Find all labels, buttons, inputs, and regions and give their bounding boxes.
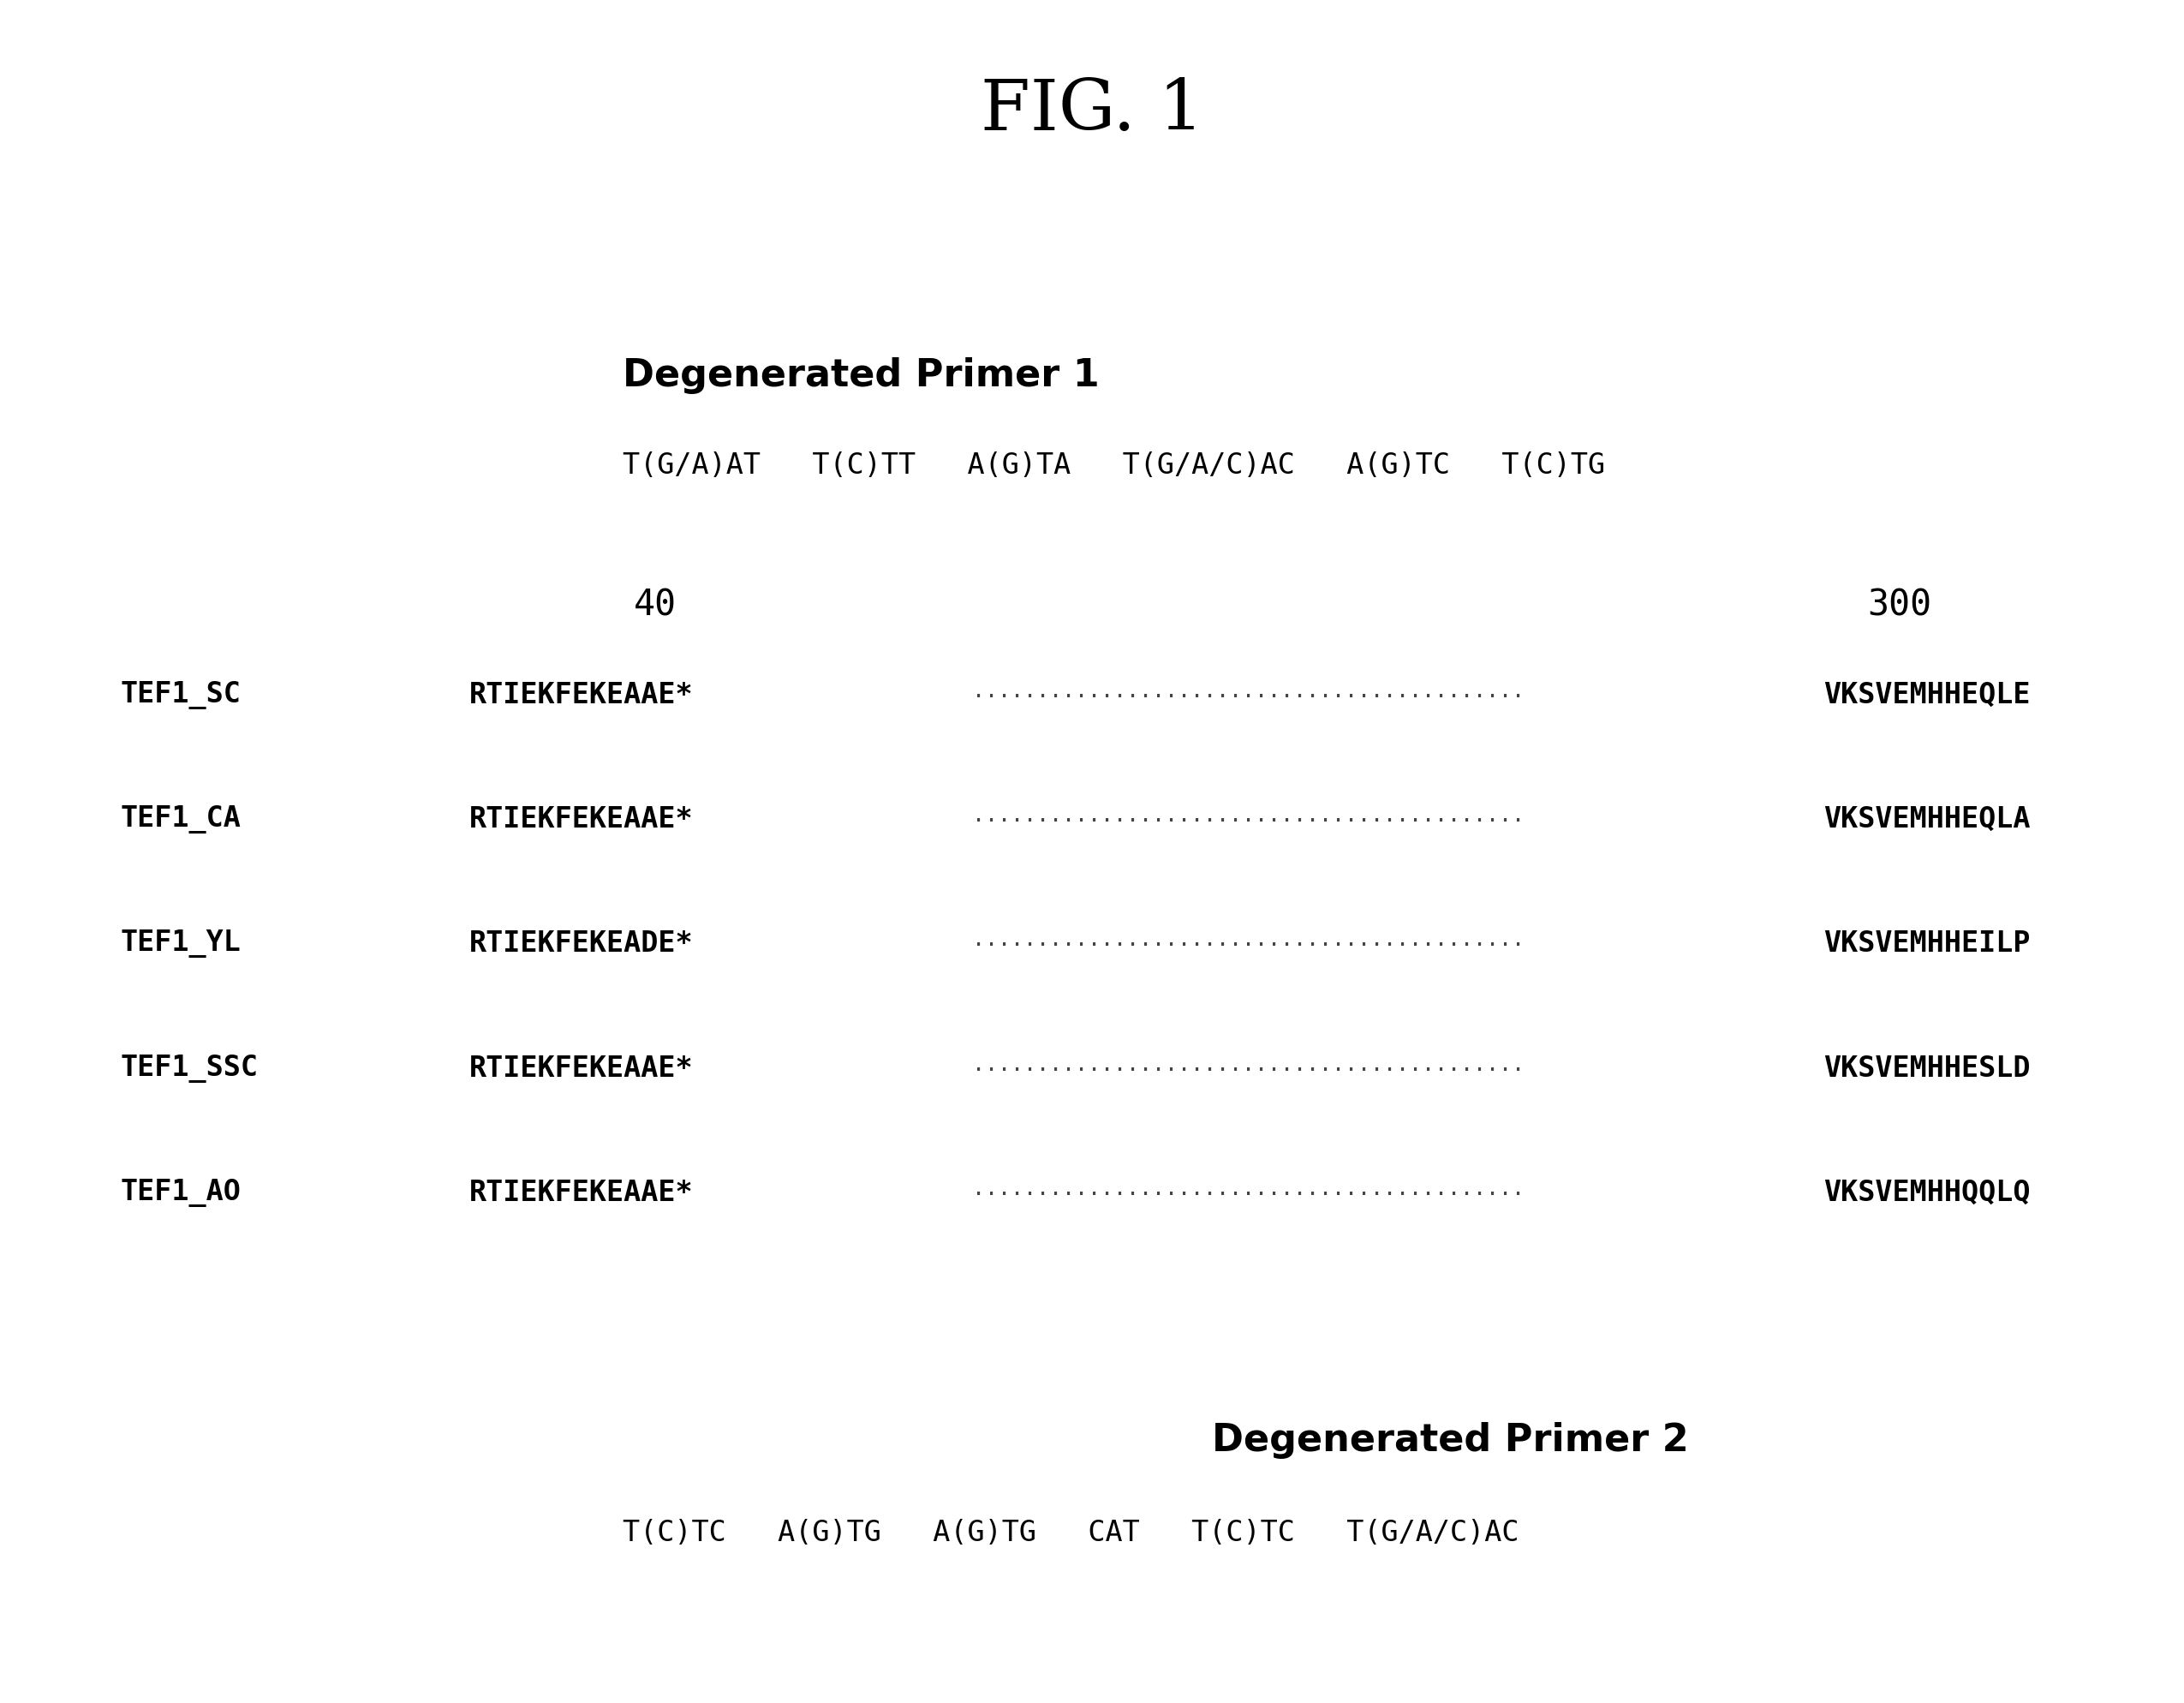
Text: ...........................................: ........................................… (972, 930, 1524, 950)
Text: RTIEKFEKEADE*: RTIEKFEKEADE* (470, 930, 695, 959)
Text: VKSVEMHHESLD: VKSVEMHHESLD (1824, 1054, 2031, 1083)
Text: RTIEKFEKEAAE*: RTIEKFEKEAAE* (470, 681, 695, 710)
Text: TEF1_SC: TEF1_SC (120, 681, 240, 710)
Text: RTIEKFEKEAAE*: RTIEKFEKEAAE* (470, 1054, 695, 1083)
Text: VKSVEMHHEILP: VKSVEMHHEILP (1824, 930, 2031, 959)
Text: RTIEKFEKEAAE*: RTIEKFEKEAAE* (470, 806, 695, 834)
Text: Degenerated Primer 1: Degenerated Primer 1 (622, 358, 1099, 395)
Text: TEF1_AO: TEF1_AO (120, 1178, 240, 1207)
Text: VKSVEMHHEQLA: VKSVEMHHEQLA (1824, 806, 2031, 834)
Text: T(C)TC   A(G)TG   A(G)TG   CAT   T(C)TC   T(G/A/C)AC: T(C)TC A(G)TG A(G)TG CAT T(C)TC T(G/A/C)… (622, 1519, 1518, 1548)
Text: 300: 300 (1867, 588, 1931, 623)
Text: ...........................................: ........................................… (972, 1054, 1524, 1075)
Text: VKSVEMHHEQLE: VKSVEMHHEQLE (1824, 681, 2031, 710)
Text: TEF1_SSC: TEF1_SSC (120, 1054, 258, 1083)
Text: TEF1_YL: TEF1_YL (120, 930, 240, 959)
Text: VKSVEMHHQQLQ: VKSVEMHHQQLQ (1824, 1178, 2031, 1207)
Text: RTIEKFEKEAAE*: RTIEKFEKEAAE* (470, 1178, 695, 1207)
Text: FIG. 1: FIG. 1 (981, 77, 1203, 145)
Text: 40: 40 (633, 588, 677, 623)
Text: ...........................................: ........................................… (972, 681, 1524, 702)
Text: ...........................................: ........................................… (972, 806, 1524, 826)
Text: TEF1_CA: TEF1_CA (120, 806, 240, 834)
Text: T(G/A)AT   T(C)TT   A(G)TA   T(G/A/C)AC   A(G)TC   T(C)TG: T(G/A)AT T(C)TT A(G)TA T(G/A/C)AC A(G)TC… (622, 451, 1605, 480)
Text: ...........................................: ........................................… (972, 1178, 1524, 1199)
Text: Degenerated Primer 2: Degenerated Primer 2 (1212, 1422, 1688, 1459)
